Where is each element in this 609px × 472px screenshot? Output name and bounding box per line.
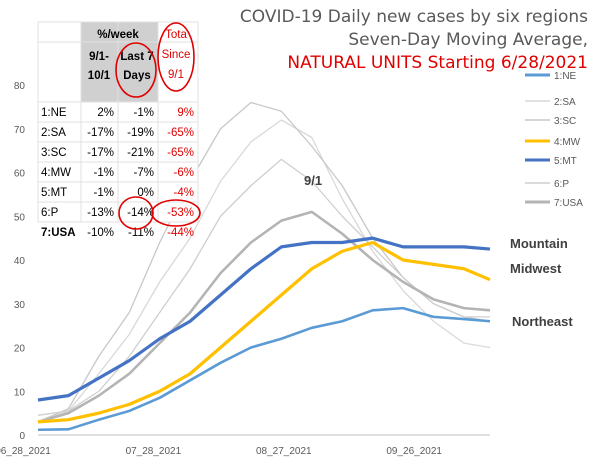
table-row-label: 7:USA: [41, 227, 76, 239]
x-tick-label: 08_27_2021: [256, 446, 312, 457]
legend-label-sc: 3:SC: [554, 116, 576, 127]
x-tick-label: 06_28_2021: [0, 446, 51, 457]
table-header-col1-line1: 9/1-: [89, 51, 109, 63]
table-cell-total-since-9-1: -4%: [174, 187, 194, 199]
table-cell-9-1-10-1: -17%: [87, 147, 114, 159]
table-cell-total-since-9-1: 9%: [177, 107, 194, 119]
y-tick-label: 10: [14, 387, 26, 398]
table-row: 3:SC -17% -21% -65%: [41, 147, 194, 159]
highlight-circle-header: [157, 22, 195, 92]
annotation-mountain: Mountain: [510, 236, 568, 251]
table-cell-9-1-10-1: 2%: [97, 107, 114, 119]
series-line-mt: [37, 236, 491, 402]
table-cell-last-7-days: -21%: [127, 147, 154, 159]
table-cell-last-7-days: -1%: [134, 107, 154, 119]
x-tick-label: 09_26_2021: [386, 446, 442, 457]
table-row: 4:MW -1% -7% -6%: [41, 167, 194, 179]
annotation-peak-label: 9/1: [304, 173, 322, 188]
table-cell-9-1-10-1: -17%: [87, 127, 114, 139]
table-header-col3-line3: 9/1: [168, 69, 184, 81]
table-rows: 1:NE 2% -1% 9% 2:SA -17% -19% -65% 3:SC -17% -21% -…: [41, 107, 194, 239]
table-row-label: 5:MT: [41, 187, 67, 199]
x-axis: 06_28_2021 07_28_2021 08_27_2021 09_26_2021: [0, 446, 442, 457]
table-row-label: 3:SC: [41, 147, 67, 159]
table-header-col3-line2: Since: [162, 49, 191, 61]
y-tick-label: 30: [14, 300, 26, 311]
y-tick-label: 0: [19, 431, 25, 442]
table-cell-last-7-days: 0%: [137, 187, 154, 199]
table-cell-total-since-9-1: -6%: [174, 167, 194, 179]
series-line-sa: [37, 119, 491, 423]
series-lines: [37, 101, 491, 432]
table-row: 1:NE 2% -1% 9%: [41, 107, 194, 119]
y-tick-label: 70: [14, 125, 26, 136]
table-cell-last-7-days: -11%: [128, 227, 154, 239]
table-header-col2-line1: Last 7: [120, 51, 153, 63]
table-row-label: 6:P: [41, 207, 59, 219]
y-tick-label: 80: [14, 81, 26, 92]
table-row-label: 2:SA: [41, 127, 66, 139]
highlight-circle-usa-total: [151, 199, 201, 227]
x-tick-label: 07_28_2021: [126, 446, 182, 457]
table-header-top: %/week: [97, 29, 139, 41]
table-row: 2:SA -17% -19% -65%: [41, 127, 194, 139]
legend-label-mt: 5:MT: [554, 156, 577, 167]
table-cell-9-1-10-1: -1%: [94, 167, 114, 179]
y-tick-label: 50: [14, 212, 26, 223]
table-cell-9-1-10-1: -13%: [87, 207, 114, 219]
annotation-northeast: Northeast: [512, 314, 573, 329]
table-cell-last-7-days: -19%: [127, 127, 154, 139]
y-tick-label: 60: [14, 169, 26, 180]
legend-label-p: 6:P: [554, 179, 569, 190]
table-row: 5:MT -1% 0% -4%: [41, 187, 194, 199]
highlight-circle-last7: [115, 42, 157, 98]
y-tick-label: 20: [14, 344, 26, 355]
series-line-ne: [37, 306, 491, 432]
table-row-label: 1:NE: [41, 107, 67, 119]
summary-table: %/week 9/1- 10/1 Last 7 Days Tota Since …: [37, 21, 201, 239]
table-cell-total-since-9-1: -65%: [167, 127, 194, 139]
table-row: 6:P -13% -14% -53%: [41, 207, 194, 219]
legend: 1:NE 2:SA 3:SC 4:MW 5:MT 6:P 7:USA: [525, 71, 583, 209]
table-header-col2-line2: Days: [123, 70, 151, 82]
legend-label-mw: 4:MW: [554, 137, 581, 148]
y-tick-label: 40: [14, 256, 26, 267]
annotation-midwest: Midwest: [510, 261, 562, 276]
table-cell-last-7-days: -14%: [127, 207, 154, 219]
series-line-mw: [37, 240, 491, 424]
table-header-col1-line2: 10/1: [88, 70, 111, 82]
legend-label-sa: 2:SA: [554, 97, 576, 108]
table-cell-total-since-9-1: -53%: [167, 207, 194, 219]
table-header-shade: [81, 22, 158, 102]
highlight-circle-usa-week: [118, 196, 154, 230]
series-line-usa: [37, 210, 491, 424]
table-cell-last-7-days: -7%: [134, 167, 154, 179]
table-cell-total-since-9-1: -44%: [167, 227, 194, 239]
table-cell-total-since-9-1: -65%: [167, 147, 194, 159]
title-line-1: COVID-19 Daily new cases by six regions: [240, 7, 588, 27]
legend-label-ne: 1:NE: [554, 71, 577, 82]
chart-title: COVID-19 Daily new cases by six regions …: [240, 7, 588, 73]
title-line-3: NATURAL UNITS Starting 6/28/2021: [287, 53, 588, 73]
table-cell-9-1-10-1: -10%: [87, 227, 114, 239]
legend-label-usa: 7:USA: [554, 198, 583, 209]
y-axis: 0 10 20 30 40 50 60 70 80: [14, 81, 26, 442]
table-cell-9-1-10-1: -1%: [94, 187, 114, 199]
table-row: 7:USA -10% -11% -44%: [41, 227, 194, 239]
title-line-2: Seven-Day Moving Average,: [348, 30, 588, 50]
table-row-label: 4:MW: [41, 167, 71, 179]
table-header-col3-line1: Tota: [165, 29, 187, 41]
table-grid: [37, 21, 199, 223]
